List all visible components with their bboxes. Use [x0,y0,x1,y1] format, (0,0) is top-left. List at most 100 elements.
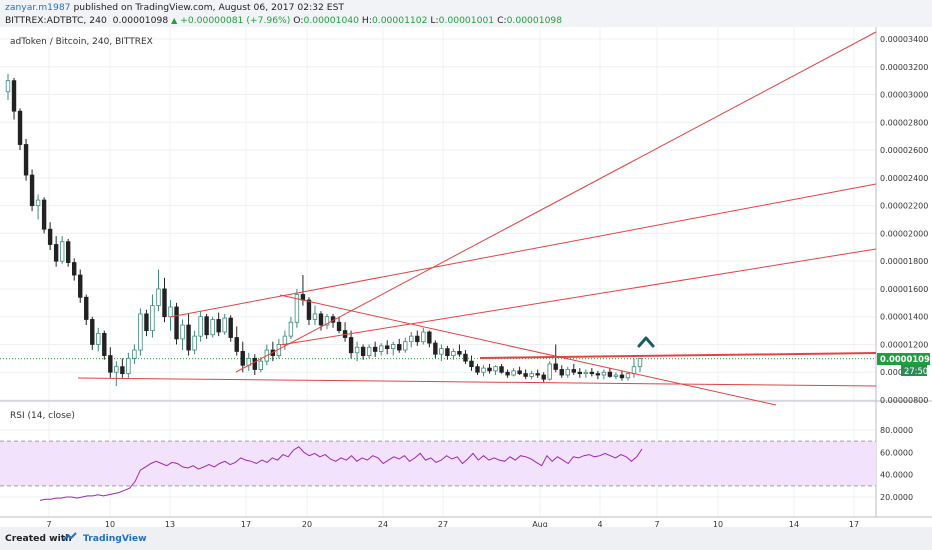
countdown-tag: 27:50 [901,365,928,376]
close-label: C: [497,15,507,26]
candle [17,108,23,151]
candle [517,366,522,376]
candle [132,344,137,364]
trendline-descending[interactable] [279,294,777,406]
candle [595,370,601,380]
price-label: 0.00002200 [880,202,928,211]
chart-area[interactable]: adToken / Bitcoin, 240, BITTREX RSI (14,… [0,27,932,527]
candle [53,236,59,267]
time-label: 4 [597,520,602,527]
candle [102,330,107,360]
time-label: 10 [105,520,115,527]
candle [481,365,486,377]
candle [288,316,294,339]
price-label: 0.00003400 [880,35,928,44]
candle [120,358,125,378]
candle [240,341,245,373]
candle [541,372,546,382]
candle [372,341,378,357]
candle [523,369,528,380]
trendline-upper-channel[interactable] [169,183,877,318]
candle [463,350,468,364]
published-text: published on TradingView.com, August 06,… [73,2,345,13]
time-label: 7 [654,520,659,527]
trend-drawings [77,31,877,406]
candle [439,344,444,362]
candle [493,365,498,376]
price-label: 0.00001200 [880,340,928,349]
candle [324,313,330,330]
open-value: 0.00001040 [303,15,359,26]
candle [565,366,570,378]
candle [559,365,564,378]
last-price-tag-text: 0.00001098 [880,354,932,364]
candle [252,354,257,376]
change-text: +0.00000081 (+7.96%) [180,15,291,26]
time-label: 27 [438,520,448,527]
candle [613,372,619,380]
candle [535,369,540,378]
header-line-2: BITTREX:ADTBTC, 240 0.00001098 ▲ +0.0000… [5,15,562,26]
rsi-axis[interactable]: 80.0000 60.0000 40.0000 20.0000 [880,426,913,502]
symbol-text: BITTREX:ADTBTC, 240 [5,15,107,26]
rsi-label: 60.0000 [880,448,913,457]
price-pane-bg [0,27,876,401]
candle [174,302,179,345]
countdown-tag-text: 27:50 [904,366,928,376]
trendline-resistance[interactable] [479,352,877,359]
candles [5,73,643,387]
candle [583,369,589,378]
candle [397,338,402,353]
candle [72,258,77,281]
candle [378,343,384,356]
trendline-lower-channel[interactable] [279,248,877,346]
tradingview-brand[interactable]: TradingView [83,533,147,544]
candle [84,294,89,326]
candle [138,308,143,356]
candle [156,269,161,312]
candle [59,236,65,264]
candle [108,347,113,378]
candle [144,309,149,337]
time-label: 17 [849,520,859,527]
tradingview-logo-icon[interactable] [63,532,77,542]
header-line-1: zanyar.m1987 published on TradingView.co… [5,2,344,13]
trendline-support[interactable] [77,377,877,387]
candle [391,341,396,356]
time-label: 7 [46,520,51,527]
footer-bar: Created with TradingView [0,527,932,550]
author-link[interactable]: zanyar.m1987 [5,2,71,13]
candle [553,344,558,373]
candle [421,327,426,345]
rsi-line [39,446,643,501]
candle [625,372,631,381]
price-label: 0.00001600 [880,285,928,294]
candle [96,327,101,352]
price-label: 0.00002000 [880,229,928,238]
time-label: 13 [165,520,175,527]
price-label: 0.00001800 [880,257,928,266]
candle [433,340,438,359]
time-label: 24 [378,520,388,527]
trendline-steep[interactable] [235,31,877,373]
candle [607,368,613,378]
rsi-band [0,441,876,486]
high-value: 0.00001102 [371,15,428,26]
candle [457,344,462,357]
time-axis[interactable]: 7 10 13 17 20 24 27 Aug 4 7 10 14 17 [46,520,859,527]
up-arrow-icon[interactable] [637,336,655,348]
rsi-label: 20.0000 [880,493,913,502]
candle [5,73,11,101]
candle [619,370,625,381]
candle [114,361,119,387]
up-triangle-icon: ▲ [171,16,178,25]
price-grid [0,27,876,517]
price-axis[interactable]: 0.00003400 0.00003200 0.00003000 0.00002800… [880,35,928,405]
candle [23,138,29,181]
candle [415,330,420,346]
candle [409,331,414,348]
candle [577,368,583,378]
candle [204,313,209,339]
candle [366,344,372,359]
candle [192,330,197,355]
